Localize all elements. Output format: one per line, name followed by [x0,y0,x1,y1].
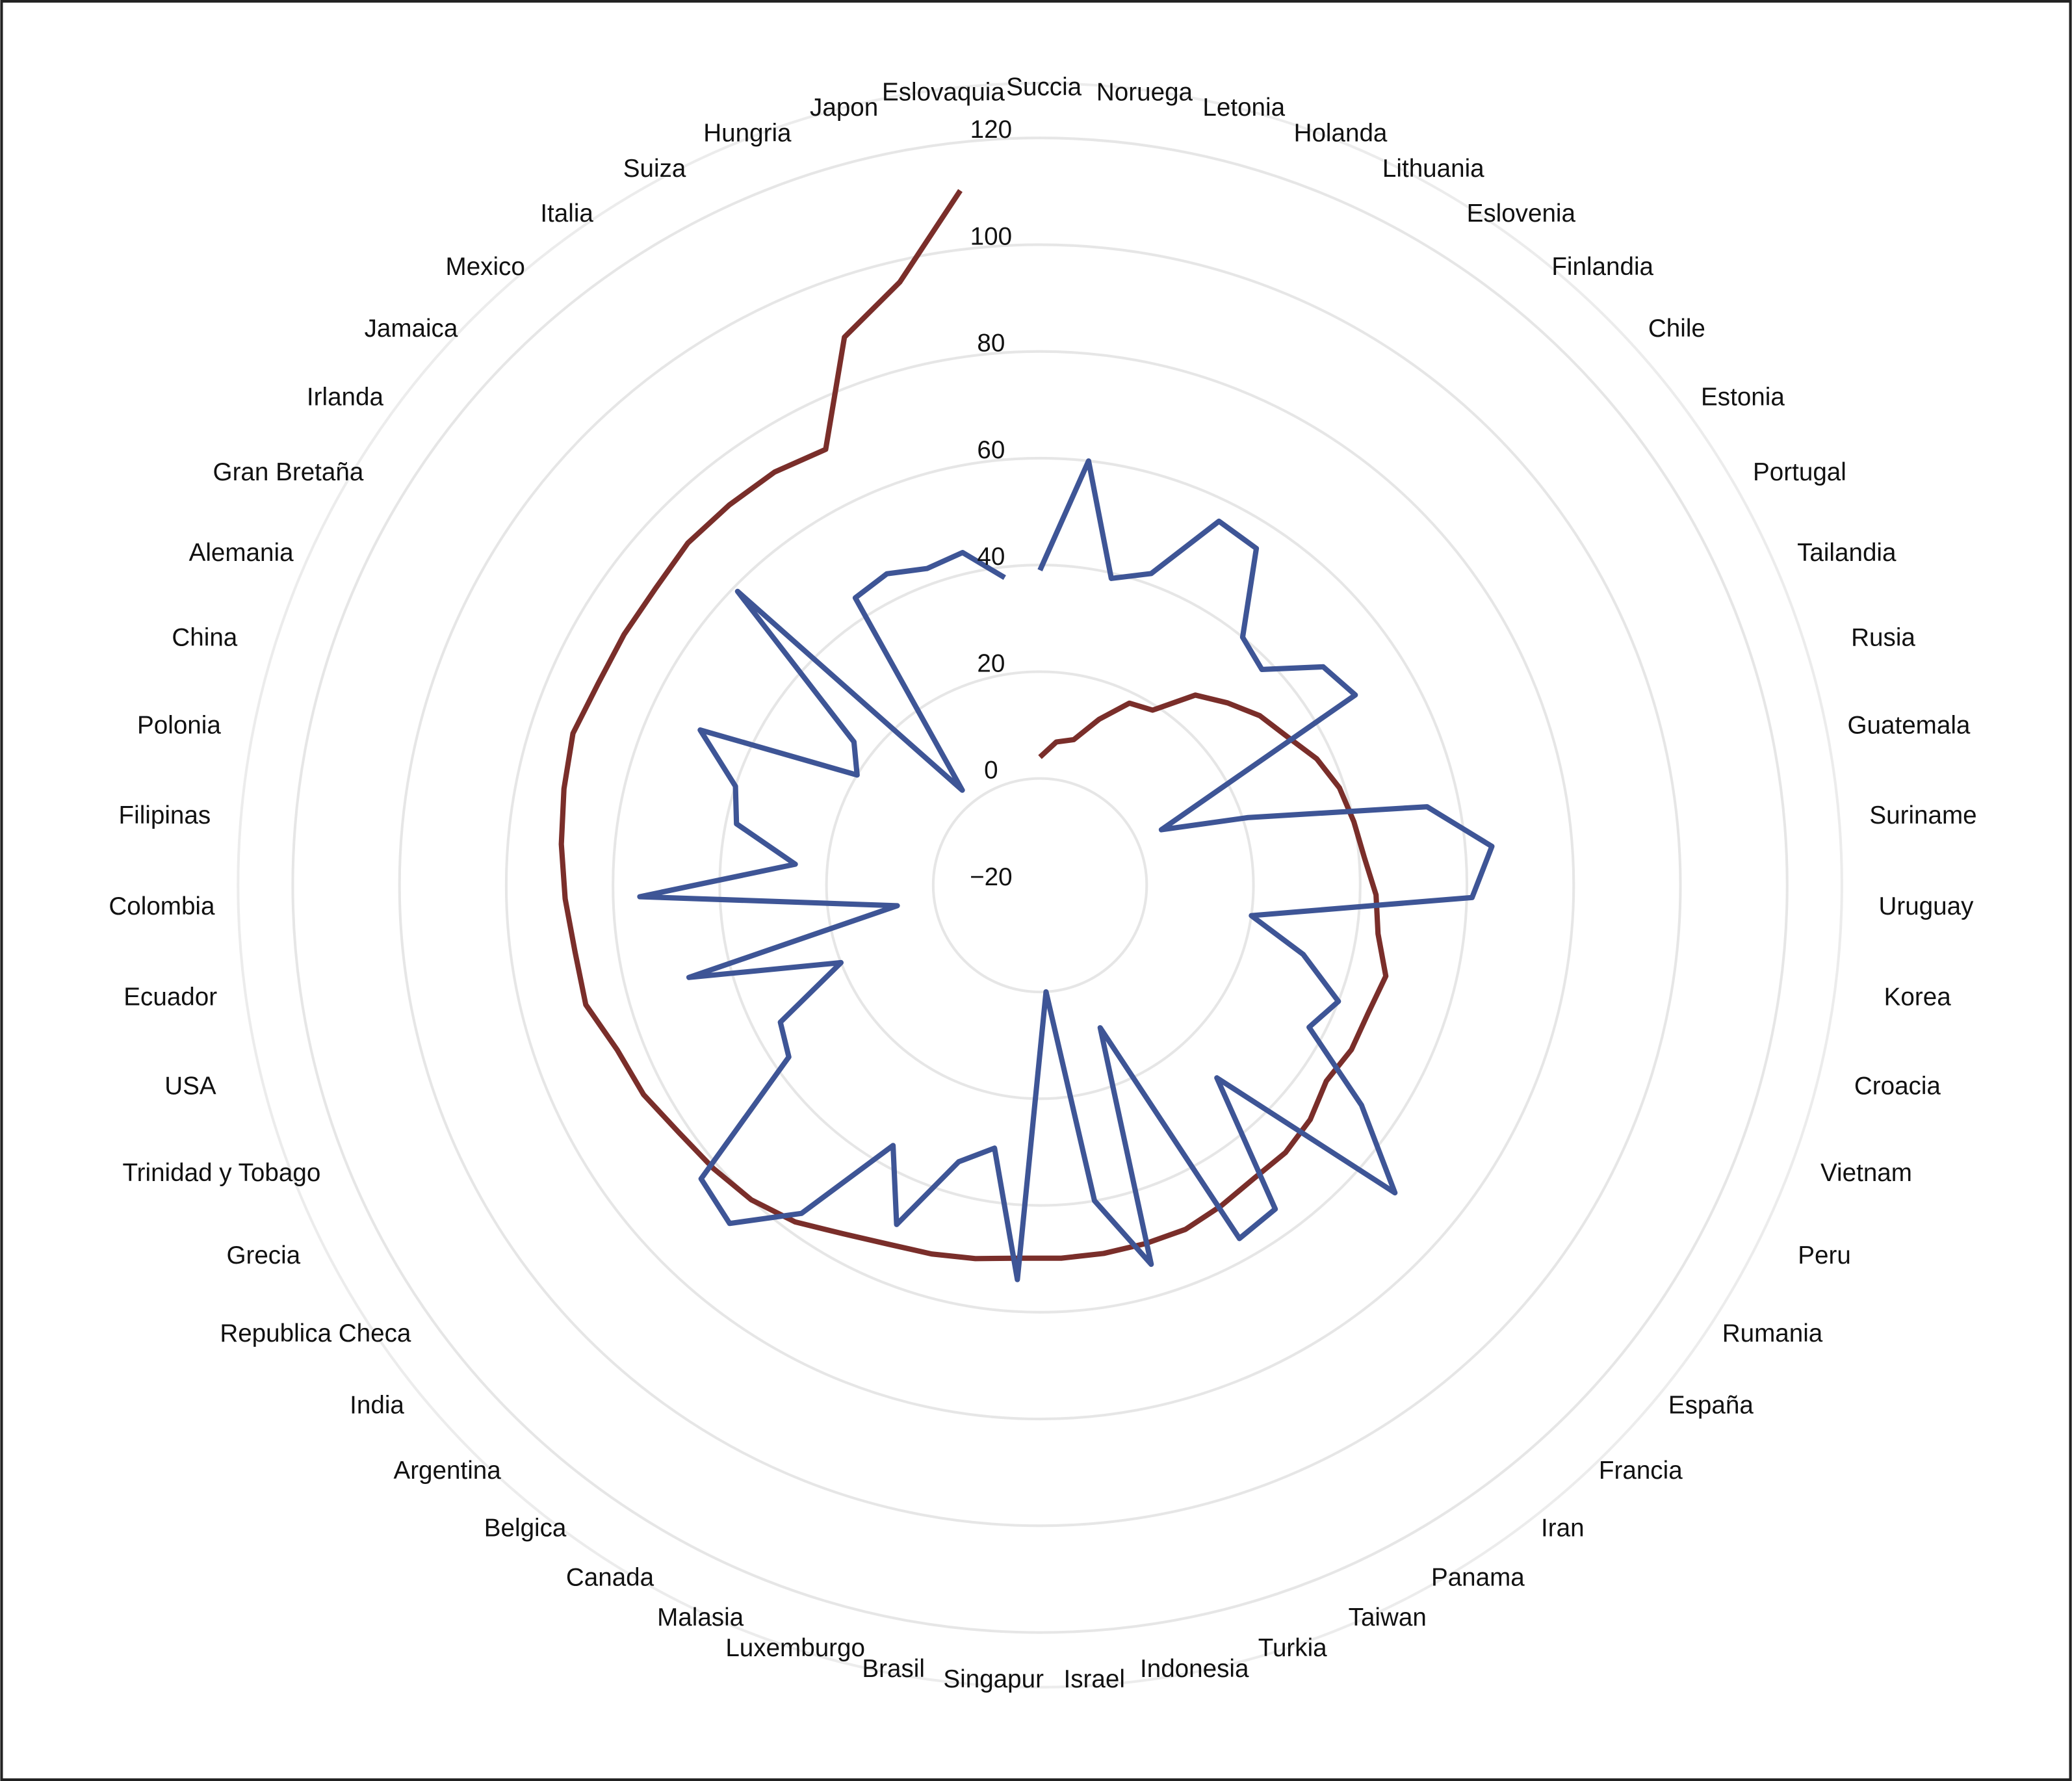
category-label: Alemania [189,539,294,567]
grid-ring [291,136,1789,1634]
category-label: Trinidad y Tobago [123,1159,321,1187]
category-label: España [1668,1392,1754,1420]
grid-ring [612,456,1469,1314]
category-label: Succia [1006,73,1081,101]
category-label: Tailandia [1797,539,1897,567]
category-label: Ecuador [123,983,217,1011]
category-label: Finlandia [1551,253,1653,281]
category-label: India [350,1392,404,1420]
category-label: Noruega [1096,78,1193,106]
category-label: Francia [1599,1457,1683,1485]
grid [291,136,1789,1634]
category-label: Republica Checa [220,1320,411,1347]
category-label: Irlanda [307,384,384,411]
category-label: Polonia [137,712,221,740]
category-label: Iran [1541,1514,1585,1542]
r-tick-label: 60 [977,436,1005,464]
grid-ring [931,777,1148,994]
grid-ring [825,670,1255,1100]
category-label: Gran Bretaña [213,458,364,486]
category-label: Lithuania [1382,155,1484,183]
category-label: Japon [810,94,878,122]
r-tick-label: 80 [977,330,1005,358]
category-label: Jamaica [365,315,458,343]
category-label: Eslovaquia [882,78,1005,106]
category-label: Israel [1064,1665,1125,1693]
category-label: Colombia [109,892,215,920]
category-label: Mexico [446,253,525,281]
r-tick-label: 20 [977,649,1005,677]
r-tick-label: 0 [984,757,998,785]
category-label: China [172,623,237,651]
grid-ring [504,350,1575,1421]
outer-ring [237,82,1843,1689]
category-label: Rusia [1851,623,1915,651]
category-label: Malasia [657,1604,744,1632]
r-tick-label: −20 [970,863,1013,891]
category-label: Italia [540,200,593,228]
category-label: Taiwan [1349,1604,1427,1632]
r-tick-label: 120 [970,116,1012,144]
category-label: Indonesia [1140,1655,1249,1683]
category-label: Singapur [943,1665,1044,1693]
category-label: Peru [1798,1242,1851,1269]
category-label: Vietnam [1820,1159,1912,1187]
category-label: Grecia [226,1242,300,1269]
category-label: Uruguay [1878,892,1974,920]
r-tick-label: 40 [977,543,1005,571]
category-label: Turkia [1258,1634,1327,1662]
category-label: Letonia [1202,94,1285,122]
category-label: Panama [1431,1563,1525,1591]
category-label: Suriname [1869,801,1976,829]
category-label: Portugal [1753,458,1846,486]
category-label: Argentina [393,1457,501,1485]
series-line [558,188,1389,1262]
category-label: Hungria [703,120,792,148]
grid-ring [398,243,1682,1528]
category-label: Filipinas [119,801,211,829]
category-label: Estonia [1701,384,1785,411]
category-label: Brasil [862,1655,925,1683]
labels: −20 0 20 40 60 80 100 120 Succia Noruega Letonia Ho… [109,73,1976,1693]
category-label: Korea [1884,983,1952,1011]
category-label: Rumania [1722,1320,1823,1347]
category-label: Guatemala [1848,712,1971,740]
r-tick-label: 100 [970,222,1012,250]
marks [558,188,1495,1282]
series-line [637,458,1495,1282]
category-label: Luxemburgo [725,1634,865,1662]
category-label: Chile [1648,315,1705,343]
category-label: Eslovenia [1467,200,1576,228]
category-label: USA [164,1072,216,1100]
category-label: Canada [566,1563,654,1591]
category-label: Holanda [1294,120,1388,148]
category-label: Belgica [484,1514,567,1542]
category-label: Croacia [1854,1072,1941,1100]
category-label: Suiza [623,155,686,183]
